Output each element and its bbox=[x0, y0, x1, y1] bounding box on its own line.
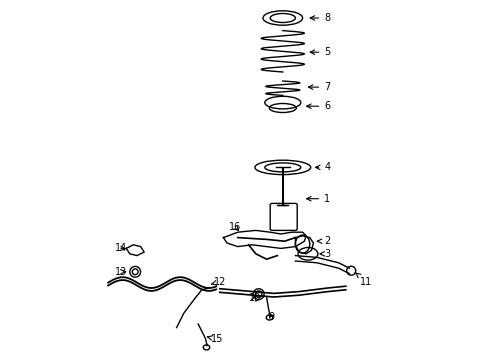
Text: 16: 16 bbox=[229, 222, 241, 232]
Text: 13: 13 bbox=[116, 267, 128, 277]
Text: 7: 7 bbox=[308, 82, 330, 92]
Text: 9: 9 bbox=[269, 312, 274, 322]
Text: 8: 8 bbox=[310, 13, 330, 23]
Text: 6: 6 bbox=[307, 101, 330, 111]
Text: 2: 2 bbox=[318, 236, 330, 246]
Text: 3: 3 bbox=[320, 249, 330, 259]
Text: 5: 5 bbox=[310, 47, 330, 57]
Text: 11: 11 bbox=[355, 273, 372, 287]
Text: 10: 10 bbox=[248, 293, 261, 303]
Text: 14: 14 bbox=[116, 243, 128, 253]
Text: 15: 15 bbox=[208, 334, 223, 344]
Text: 12: 12 bbox=[212, 276, 227, 287]
Text: 1: 1 bbox=[307, 194, 330, 204]
Text: 4: 4 bbox=[316, 162, 330, 172]
